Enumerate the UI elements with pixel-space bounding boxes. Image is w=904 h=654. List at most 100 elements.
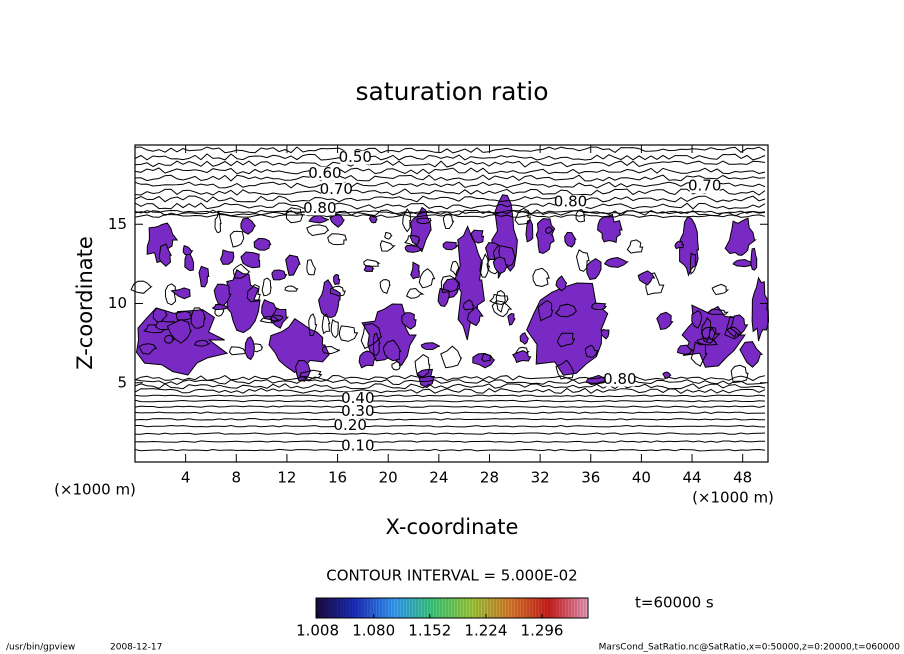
region: [184, 251, 195, 272]
contour-line: [134, 195, 766, 203]
x-tick-label: 8: [232, 469, 242, 487]
region: [295, 359, 312, 382]
region: [405, 287, 425, 299]
region: [166, 319, 193, 344]
region: [519, 332, 530, 345]
contour-line: [134, 160, 766, 168]
contour-label-bg: [304, 201, 335, 216]
contour-label-bg: [340, 150, 371, 165]
contour-line: [134, 174, 766, 182]
contour-label-bg: [342, 439, 373, 454]
region: [417, 368, 435, 389]
contour-label: 0.10: [341, 437, 374, 455]
region: [597, 213, 623, 243]
region: [259, 315, 280, 324]
region: [246, 283, 261, 303]
region: [164, 283, 177, 306]
region: [382, 339, 402, 362]
contour-line: [134, 374, 766, 382]
region: [492, 256, 509, 275]
region: [479, 253, 491, 278]
x-tick-label: 40: [632, 469, 651, 487]
region: [404, 244, 423, 253]
region: [600, 328, 610, 340]
region: [333, 273, 341, 286]
x-tick-label: 16: [328, 469, 347, 487]
region: [363, 265, 375, 273]
region: [308, 313, 318, 337]
region: [228, 346, 250, 356]
region: [404, 234, 421, 247]
contour-line: [134, 448, 766, 452]
y-axis-title: Z-coordinate: [73, 236, 97, 370]
contour-line: [134, 181, 766, 189]
region: [271, 269, 288, 281]
contour-label-bg: [555, 195, 586, 210]
region: [586, 258, 602, 280]
contour-label-bg: [689, 179, 720, 194]
contour-line: [134, 440, 766, 443]
colorbar: [315, 597, 589, 619]
region: [321, 313, 331, 335]
region: [285, 254, 301, 276]
contour-line: [134, 405, 766, 409]
region: [190, 307, 206, 329]
region: [299, 369, 323, 379]
region: [696, 337, 718, 346]
region: [138, 343, 158, 355]
region: [308, 214, 329, 224]
region: [330, 318, 339, 339]
region: [338, 325, 359, 342]
contour-line: [134, 411, 765, 415]
region: [373, 332, 381, 356]
region: [707, 308, 729, 316]
x-tick-label: 28: [480, 469, 499, 487]
region: [689, 252, 697, 275]
region: [730, 364, 749, 384]
region: [545, 226, 554, 235]
contour-label-bg: [321, 182, 352, 197]
region: [194, 339, 211, 347]
region: [537, 299, 554, 322]
region: [674, 240, 685, 250]
region: [437, 287, 450, 308]
region: [261, 299, 278, 321]
colorbar-tick-label: 1.296: [521, 622, 564, 640]
region: [491, 300, 513, 318]
region: [442, 213, 455, 229]
x-axis-title: X-coordinate: [386, 515, 519, 539]
region: [556, 332, 576, 348]
region: [158, 243, 173, 267]
contour-line: [134, 188, 766, 196]
colorbar-tick-label: 1.224: [464, 622, 507, 640]
colorbar-tick-label: 1.080: [352, 622, 395, 640]
region: [507, 312, 516, 326]
contour-label-bg: [342, 404, 373, 419]
region: [532, 267, 550, 288]
region: [420, 342, 441, 351]
region: [306, 224, 330, 237]
region: [450, 260, 460, 277]
colorbar-tick-label: 1.008: [296, 622, 339, 640]
x-tick-label: 44: [682, 469, 701, 487]
contour-label-bg: [342, 391, 373, 406]
region: [575, 208, 586, 223]
region: [244, 336, 255, 361]
region: [229, 230, 245, 248]
region: [402, 208, 412, 233]
contour-line: [134, 379, 766, 386]
region: [656, 311, 674, 331]
region: [440, 275, 460, 293]
region: [130, 280, 153, 294]
region: [410, 261, 420, 280]
contour-label: 0.30: [341, 402, 374, 420]
contour-label: 0.80: [603, 370, 636, 388]
x-tick-label: 4: [181, 469, 191, 487]
region: [466, 306, 484, 327]
region: [418, 268, 436, 289]
colorbar-tick-label: 1.152: [408, 622, 451, 640]
contour-line: [134, 167, 766, 175]
region: [751, 276, 770, 342]
y-unit: (×1000 m): [54, 481, 136, 499]
region: [416, 217, 433, 225]
